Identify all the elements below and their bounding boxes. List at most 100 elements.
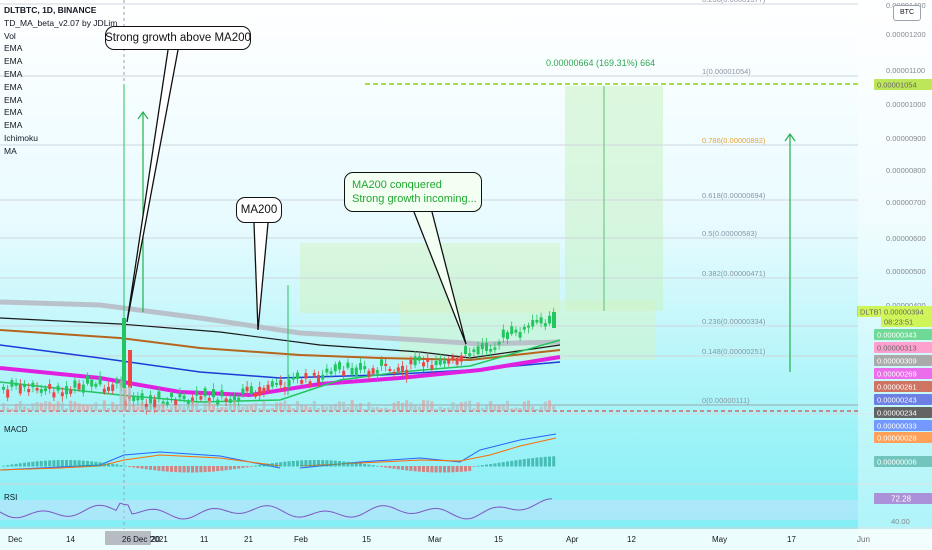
candle-body [275,383,278,385]
macd-histogram-bar [464,466,467,471]
candle-body [132,396,135,401]
volume-bar [31,403,34,411]
macd-histogram-bar [237,466,240,469]
indicator-item[interactable]: Vol [4,30,117,43]
volume-bar [6,407,9,411]
indicator-item[interactable]: TD_MA_beta_v2.07 by JDLim [4,17,117,30]
candle-body [342,371,345,376]
volume-bar [426,400,429,411]
indicator-item[interactable]: Ichimoku [4,132,117,145]
indicator-item[interactable]: EMA [4,94,117,107]
indicator-item[interactable]: MA [4,145,117,158]
macd-histogram-bar [548,457,551,467]
candle-body [535,320,538,323]
macd-histogram-bar [157,466,160,471]
macd-histogram-bar [61,460,64,466]
candle-body [439,358,442,365]
indicator-item[interactable]: EMA [4,68,117,81]
volume-bar [254,403,257,411]
volume-bar [435,409,438,411]
macd-histogram-bar [271,463,274,466]
volume-bar [317,408,320,411]
fib-label: 0.148(0.00000251) [702,347,766,356]
volume-bar [531,406,534,411]
candle-body [15,383,18,386]
volume-bar [544,402,547,411]
candle-body [502,330,505,338]
macd-histogram-bar [52,460,55,466]
macd-histogram-bar [216,466,219,471]
candle-body [2,387,5,390]
macd-histogram-bar [363,464,366,467]
candle-body [519,332,522,338]
macd-histogram-bar [456,466,459,472]
candle-body [300,380,303,384]
candle-body [523,327,526,330]
callout-line-2: Strong growth incoming... [352,192,477,206]
candle-body [363,366,366,369]
candle-body [107,387,110,391]
candle-body [397,367,400,371]
currency-button[interactable]: BTC [893,5,921,21]
macd-histogram-bar [15,464,18,467]
fib-label: 0.5(0.00000583) [702,229,758,238]
candle-body [540,317,543,323]
indicator-item[interactable]: EMA [4,81,117,94]
macd-histogram-bar [460,466,463,472]
volume-bar [166,409,169,411]
volume-bar [241,407,244,411]
macd-histogram-bar [195,466,198,472]
callout-strong-growth[interactable]: Strong growth above MA200 [105,26,251,50]
macd-histogram-bar [73,460,76,466]
time-label: Dec [8,535,22,544]
volume-bar [535,409,538,411]
macd-histogram-bar [405,466,408,470]
volume-bar [460,402,463,411]
indicator-item[interactable]: EMA [4,119,117,132]
volume-bar [36,402,39,411]
candle-body [460,355,463,361]
candle-body [40,389,43,393]
macd-histogram-bar [48,460,51,466]
indicator-item[interactable]: EMA [4,42,117,55]
time-label: 12 [627,535,636,544]
volume-bar [128,386,131,411]
indicator-item[interactable]: EMA [4,106,117,119]
volume-bar [44,401,47,411]
volume-bar [367,402,370,411]
macd-label[interactable]: MACD [4,425,28,434]
volume-bar [82,405,85,411]
rsi-label[interactable]: RSI [4,493,17,502]
indicator-item[interactable]: EMA [4,55,117,68]
volume-bar [216,408,219,411]
volume-bar [27,408,30,411]
macd-histogram-bar [27,462,30,466]
candle-body [258,387,261,396]
candle-body [330,371,333,374]
volume-bar [388,409,391,411]
candle-body [384,364,387,366]
volume-bar [132,404,135,411]
macd-histogram-bar [10,464,13,466]
callout-ma200[interactable]: MA200 [236,197,282,223]
callout-ma200-conquered[interactable]: MA200 conquered Strong growth incoming..… [344,172,482,212]
macd-histogram-bar [531,458,534,466]
candle-body [48,384,51,389]
macd-histogram-bar [477,466,480,467]
volume-bar [246,405,249,411]
candle-body [325,369,328,373]
macd-histogram-bar [535,458,538,467]
macd-histogram-bar [2,466,5,467]
candle-body [262,388,265,393]
time-label: 17 [787,535,796,544]
price-axis[interactable] [858,0,932,550]
time-label: 15 [494,535,503,544]
volume-bar [162,403,165,411]
macd-histogram-bar [94,462,97,467]
macd-histogram-bar [506,461,509,466]
candle-body [52,392,55,397]
macd-histogram-bar [31,462,34,467]
symbol-title[interactable]: DLTBTC, 1D, BINANCE [4,4,117,17]
volume-bar [233,400,236,411]
